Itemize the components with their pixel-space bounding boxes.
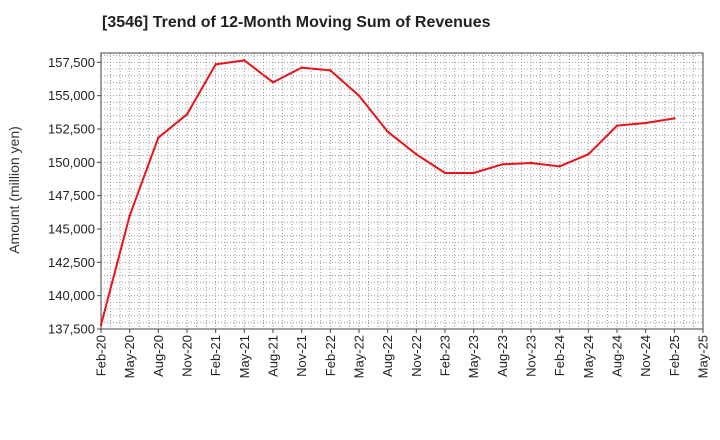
y-tick-label: 155,000 [48, 88, 95, 103]
y-tick-label: 137,500 [48, 322, 95, 337]
x-tick-label: Nov-21 [294, 335, 309, 377]
x-tick-label: May-20 [122, 335, 137, 378]
x-tick-label: Aug-21 [266, 335, 281, 377]
x-tick-label: May-24 [581, 335, 596, 378]
data-point [157, 136, 160, 139]
x-tick-label: May-23 [466, 335, 481, 378]
data-point [386, 130, 389, 133]
y-tick-label: 152,500 [48, 122, 95, 137]
data-point [529, 161, 533, 165]
series-layer [99, 59, 676, 327]
data-point [128, 214, 131, 217]
data-point [644, 121, 647, 125]
data-point [99, 323, 103, 327]
y-axis-ticks: 137,500 140,000 142,500 145,000 147,500 150,0… [48, 55, 101, 337]
x-tick-label: Nov-22 [409, 335, 424, 377]
horizontal-gridlines [101, 55, 703, 323]
data-point [300, 66, 303, 69]
data-point [615, 124, 619, 127]
data-point [243, 59, 246, 62]
data-point [501, 163, 504, 166]
x-axis-ticks: Feb-20 May-20 Aug-20 Nov-20 Feb-21 May-21 Aug-… [94, 329, 711, 378]
data-point [673, 117, 676, 120]
data-point [214, 63, 217, 66]
data-point [558, 165, 561, 168]
vertical-gridlines [110, 53, 694, 329]
x-tick-label: Feb-20 [94, 335, 109, 376]
data-point [472, 171, 475, 175]
x-tick-label: May-25 [696, 335, 711, 378]
y-tick-label: 150,000 [48, 155, 95, 170]
x-tick-label: Nov-24 [638, 335, 653, 377]
x-tick-label: Feb-24 [552, 335, 567, 376]
data-point [271, 81, 275, 84]
x-tick-label: Nov-20 [180, 335, 195, 377]
y-tick-label: 140,000 [48, 288, 95, 303]
x-tick-label: Feb-25 [667, 335, 682, 376]
series-line [100, 59, 675, 326]
chart-title: [3546] Trend of 12-Month Moving Sum of R… [102, 14, 491, 31]
x-tick-label: Aug-22 [380, 335, 395, 377]
x-tick-label: Aug-20 [151, 335, 166, 377]
x-tick-label: Feb-22 [323, 335, 338, 376]
x-tick-label: May-21 [237, 335, 252, 378]
x-tick-label: Feb-21 [208, 335, 223, 376]
data-point [443, 171, 447, 175]
x-tick-label: Nov-23 [524, 335, 539, 377]
data-point [587, 153, 590, 156]
x-tick-label: Aug-23 [495, 335, 510, 377]
data-point [357, 94, 361, 97]
y-tick-label: 145,000 [48, 222, 95, 237]
x-tick-label: Feb-23 [438, 335, 453, 376]
y-tick-label: 142,500 [48, 255, 95, 270]
y-tick-label: 147,500 [48, 188, 95, 203]
data-point [329, 69, 332, 72]
y-tick-label: 157,500 [48, 55, 95, 70]
x-tick-label: Aug-24 [610, 335, 625, 377]
data-point [415, 153, 418, 156]
x-tick-label: May-22 [352, 335, 367, 378]
plot-area-frame [100, 52, 704, 330]
data-point [185, 113, 189, 116]
